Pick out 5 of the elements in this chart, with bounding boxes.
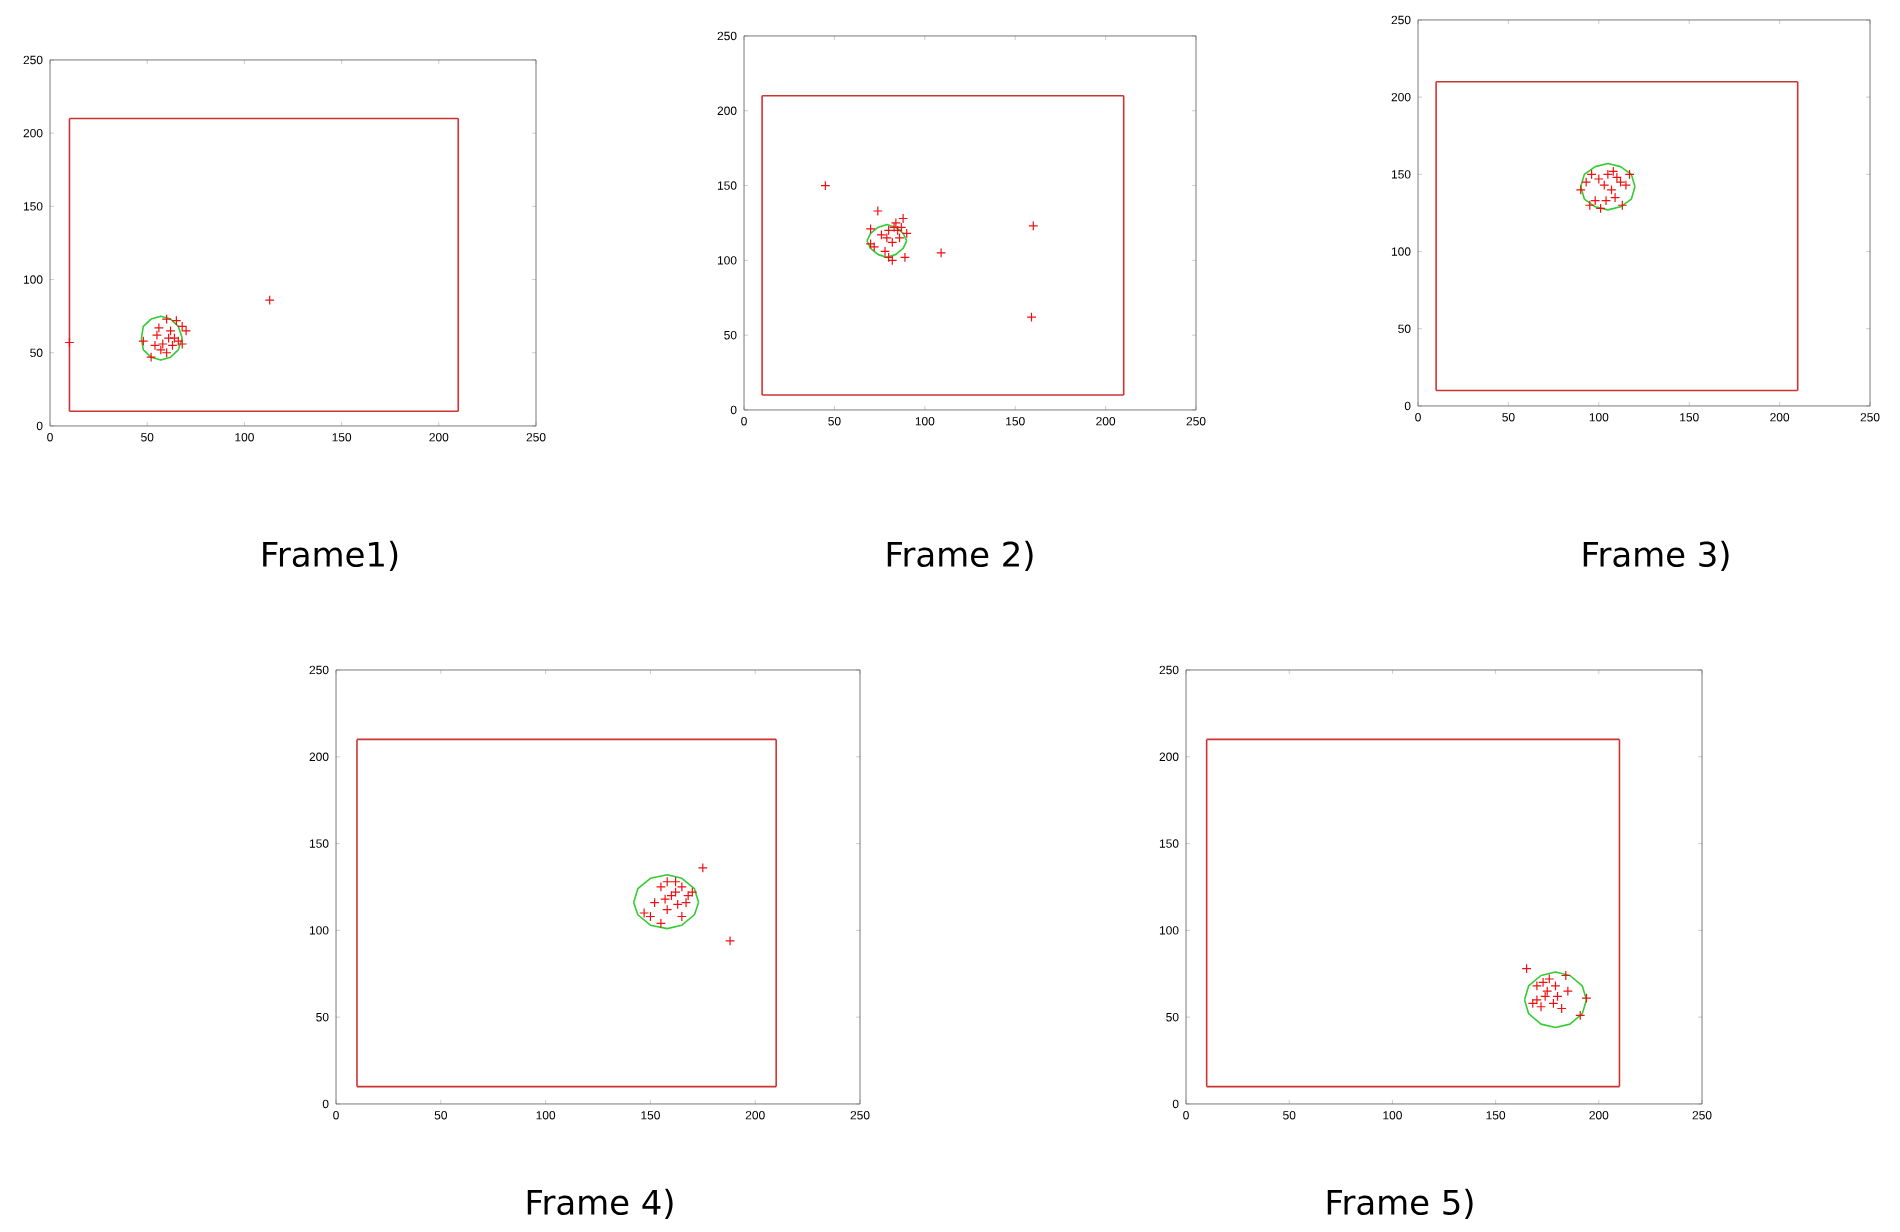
text: Frame 3) [1583, 540, 1729, 572]
text: Frame1) [263, 540, 398, 572]
text: Frame 4) [527, 1188, 673, 1220]
text: Frame 5) [1327, 1188, 1473, 1220]
text: Frame 2) [887, 540, 1033, 572]
